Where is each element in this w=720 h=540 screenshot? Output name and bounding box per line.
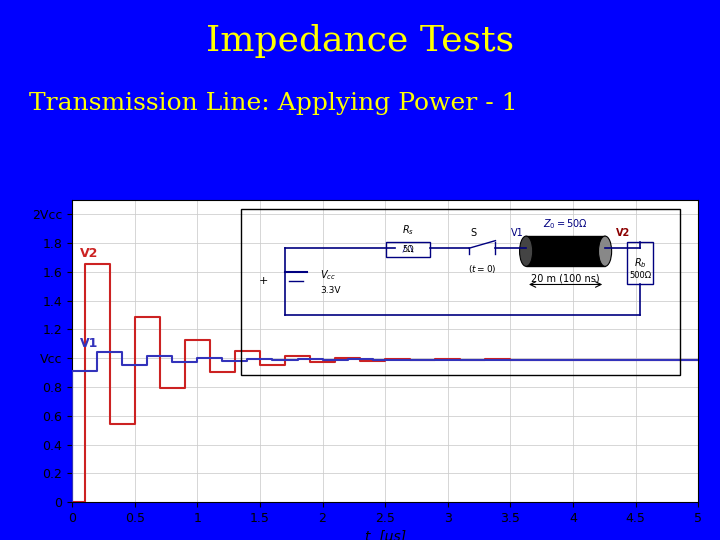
Text: V2: V2 <box>79 247 98 260</box>
Text: Impedance Tests: Impedance Tests <box>206 24 514 58</box>
X-axis label: t  [μs]: t [μs] <box>364 530 406 540</box>
Text: Transmission Line: Applying Power - 1: Transmission Line: Applying Power - 1 <box>29 92 517 115</box>
Text: V1: V1 <box>79 336 98 350</box>
